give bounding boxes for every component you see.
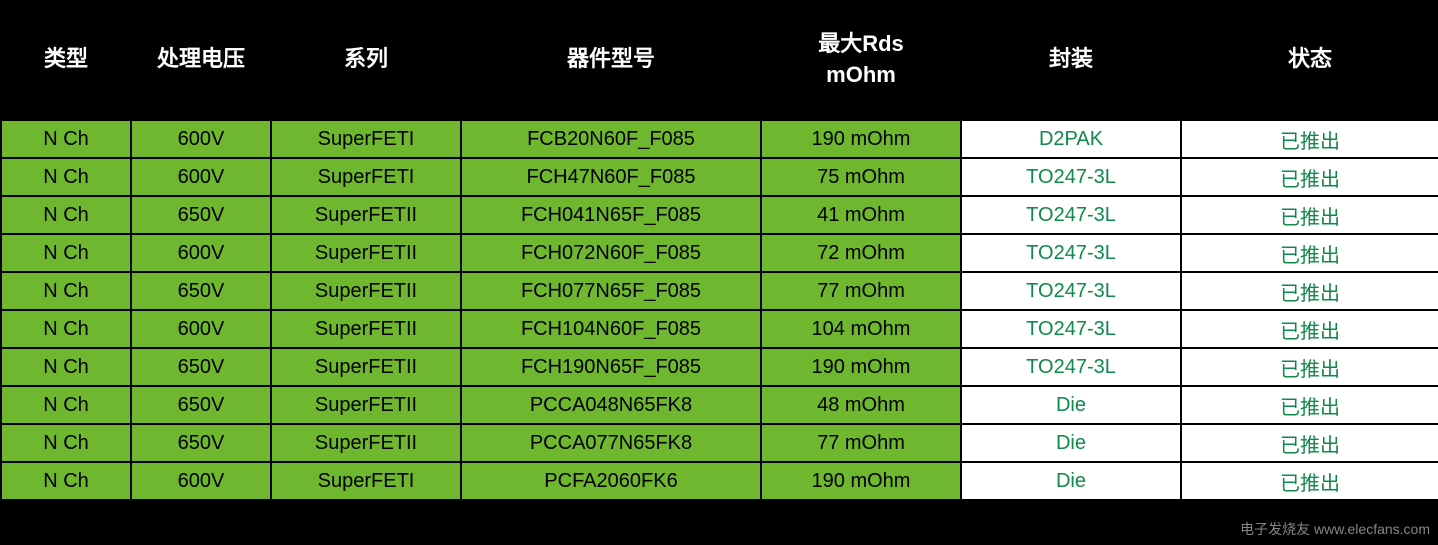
cell-part: FCH104N60F_F085: [461, 310, 761, 348]
table-row: N Ch600VSuperFETIIFCH104N60F_F085104 mOh…: [1, 310, 1438, 348]
cell-type: N Ch: [1, 158, 131, 196]
cell-rds: 41 mOhm: [761, 196, 961, 234]
cell-status: 已推出: [1181, 120, 1438, 158]
cell-voltage: 650V: [131, 424, 271, 462]
cell-package: Die: [961, 424, 1181, 462]
cell-part: FCH041N65F_F085: [461, 196, 761, 234]
header-voltage: 处理电压: [131, 0, 271, 120]
cell-rds: 190 mOhm: [761, 462, 961, 500]
table-row: N Ch600VSuperFETIIFCH072N60F_F08572 mOhm…: [1, 234, 1438, 272]
cell-type: N Ch: [1, 120, 131, 158]
cell-series: SuperFETII: [271, 348, 461, 386]
cell-part: FCH190N65F_F085: [461, 348, 761, 386]
header-rds: 最大RdsmOhm: [761, 0, 961, 120]
table-body: N Ch600VSuperFETIFCB20N60F_F085190 mOhmD…: [1, 120, 1438, 500]
cell-status: 已推出: [1181, 310, 1438, 348]
cell-type: N Ch: [1, 424, 131, 462]
product-table: 类型处理电压系列器件型号最大RdsmOhm封装状态 N Ch600VSuperF…: [0, 0, 1438, 501]
header-type: 类型: [1, 0, 131, 120]
header-package: 封装: [961, 0, 1181, 120]
cell-package: TO247-3L: [961, 196, 1181, 234]
cell-part: FCH072N60F_F085: [461, 234, 761, 272]
cell-voltage: 650V: [131, 196, 271, 234]
cell-part: PCCA048N65FK8: [461, 386, 761, 424]
cell-rds: 104 mOhm: [761, 310, 961, 348]
table-row: N Ch650VSuperFETIIPCCA077N65FK877 mOhmDi…: [1, 424, 1438, 462]
cell-package: Die: [961, 386, 1181, 424]
cell-series: SuperFETII: [271, 196, 461, 234]
cell-series: SuperFETII: [271, 386, 461, 424]
cell-voltage: 600V: [131, 234, 271, 272]
cell-status: 已推出: [1181, 272, 1438, 310]
cell-voltage: 650V: [131, 348, 271, 386]
table-row: N Ch650VSuperFETIIFCH077N65F_F08577 mOhm…: [1, 272, 1438, 310]
header-status: 状态: [1181, 0, 1438, 120]
table-row: N Ch650VSuperFETIIFCH041N65F_F08541 mOhm…: [1, 196, 1438, 234]
cell-part: FCB20N60F_F085: [461, 120, 761, 158]
cell-rds: 48 mOhm: [761, 386, 961, 424]
cell-package: TO247-3L: [961, 310, 1181, 348]
cell-voltage: 600V: [131, 310, 271, 348]
cell-voltage: 600V: [131, 120, 271, 158]
cell-status: 已推出: [1181, 158, 1438, 196]
cell-series: SuperFETII: [271, 234, 461, 272]
cell-series: SuperFETII: [271, 272, 461, 310]
table-row: N Ch600VSuperFETIFCB20N60F_F085190 mOhmD…: [1, 120, 1438, 158]
cell-type: N Ch: [1, 386, 131, 424]
cell-rds: 72 mOhm: [761, 234, 961, 272]
watermark-text: 电子发烧友 www.elecfans.com: [1240, 519, 1430, 539]
cell-voltage: 600V: [131, 158, 271, 196]
header-series: 系列: [271, 0, 461, 120]
cell-voltage: 650V: [131, 386, 271, 424]
cell-status: 已推出: [1181, 462, 1438, 500]
product-table-container: 类型处理电压系列器件型号最大RdsmOhm封装状态 N Ch600VSuperF…: [0, 0, 1438, 501]
cell-series: SuperFETII: [271, 424, 461, 462]
cell-package: D2PAK: [961, 120, 1181, 158]
cell-type: N Ch: [1, 234, 131, 272]
cell-package: Die: [961, 462, 1181, 500]
cell-voltage: 600V: [131, 462, 271, 500]
cell-rds: 77 mOhm: [761, 424, 961, 462]
cell-voltage: 650V: [131, 272, 271, 310]
cell-part: PCFA2060FK6: [461, 462, 761, 500]
cell-package: TO247-3L: [961, 348, 1181, 386]
cell-package: TO247-3L: [961, 272, 1181, 310]
cell-status: 已推出: [1181, 196, 1438, 234]
cell-series: SuperFETI: [271, 158, 461, 196]
cell-part: PCCA077N65FK8: [461, 424, 761, 462]
cell-status: 已推出: [1181, 386, 1438, 424]
cell-package: TO247-3L: [961, 158, 1181, 196]
table-row: N Ch650VSuperFETIIFCH190N65F_F085190 mOh…: [1, 348, 1438, 386]
cell-package: TO247-3L: [961, 234, 1181, 272]
table-header: 类型处理电压系列器件型号最大RdsmOhm封装状态: [1, 0, 1438, 120]
header-part: 器件型号: [461, 0, 761, 120]
table-row: N Ch600VSuperFETIPCFA2060FK6190 mOhmDie已…: [1, 462, 1438, 500]
cell-rds: 77 mOhm: [761, 272, 961, 310]
cell-part: FCH47N60F_F085: [461, 158, 761, 196]
table-row: N Ch650VSuperFETIIPCCA048N65FK848 mOhmDi…: [1, 386, 1438, 424]
cell-part: FCH077N65F_F085: [461, 272, 761, 310]
cell-type: N Ch: [1, 310, 131, 348]
cell-rds: 190 mOhm: [761, 120, 961, 158]
cell-type: N Ch: [1, 196, 131, 234]
cell-series: SuperFETI: [271, 120, 461, 158]
cell-series: SuperFETI: [271, 462, 461, 500]
cell-type: N Ch: [1, 462, 131, 500]
cell-status: 已推出: [1181, 348, 1438, 386]
cell-rds: 190 mOhm: [761, 348, 961, 386]
cell-type: N Ch: [1, 348, 131, 386]
cell-status: 已推出: [1181, 234, 1438, 272]
cell-status: 已推出: [1181, 424, 1438, 462]
cell-rds: 75 mOhm: [761, 158, 961, 196]
table-row: N Ch600VSuperFETIFCH47N60F_F08575 mOhmTO…: [1, 158, 1438, 196]
cell-type: N Ch: [1, 272, 131, 310]
cell-series: SuperFETII: [271, 310, 461, 348]
